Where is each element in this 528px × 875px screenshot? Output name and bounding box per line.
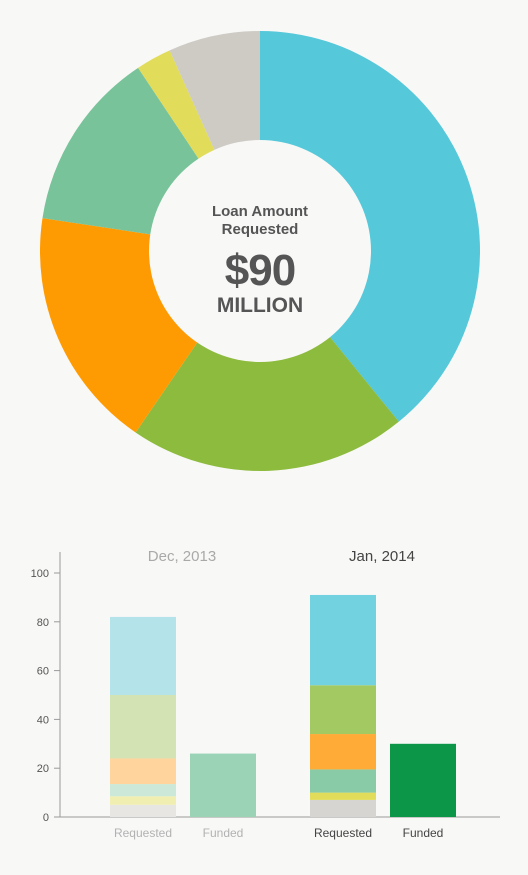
y-tick-label: 20 [37, 763, 49, 775]
donut-center: Loan Amount Requested $90 MILLION [160, 160, 360, 360]
donut-center-unit: MILLION [216, 294, 304, 317]
bar-segment[interactable] [190, 753, 256, 817]
bar-segment[interactable] [310, 792, 376, 800]
donut-center-value: $90 [224, 246, 296, 295]
y-tick-label: 100 [31, 568, 49, 580]
donut-hole [149, 140, 371, 362]
bar-segment[interactable] [310, 799, 376, 817]
bar-label: Funded [203, 826, 244, 840]
bar-segment[interactable] [110, 695, 176, 759]
bar-segment[interactable] [390, 743, 456, 817]
bar-segment[interactable] [110, 758, 176, 785]
bar-segment[interactable] [110, 804, 176, 817]
y-tick-label: 60 [37, 666, 49, 678]
y-tick-label: 80 [37, 617, 49, 629]
donut-center-label: Loan Amount Requested [211, 203, 309, 238]
group-title: Jan, 2014 [349, 548, 415, 565]
bar-segment[interactable] [110, 784, 176, 797]
bar-label: Funded [403, 826, 444, 840]
donut-chart [40, 31, 481, 472]
y-tick-label: 40 [37, 714, 49, 726]
bar-segment[interactable] [310, 594, 376, 686]
bar-chart: 0 20 40 60 80 100 Dec, 2013 Requested Funded Jan,… [31, 548, 500, 840]
bar-label: Requested [114, 826, 172, 840]
bar-label: Requested [314, 826, 372, 840]
y-tick-label: 0 [43, 812, 49, 824]
group-title: Dec, 2013 [148, 548, 216, 565]
donut-slice-1[interactable] [260, 31, 481, 422]
bar-segment[interactable] [310, 769, 376, 793]
bar-segment[interactable] [310, 685, 376, 735]
bar-segment[interactable] [310, 734, 376, 770]
bar-segment[interactable] [110, 616, 176, 695]
bar-segment[interactable] [110, 796, 176, 805]
